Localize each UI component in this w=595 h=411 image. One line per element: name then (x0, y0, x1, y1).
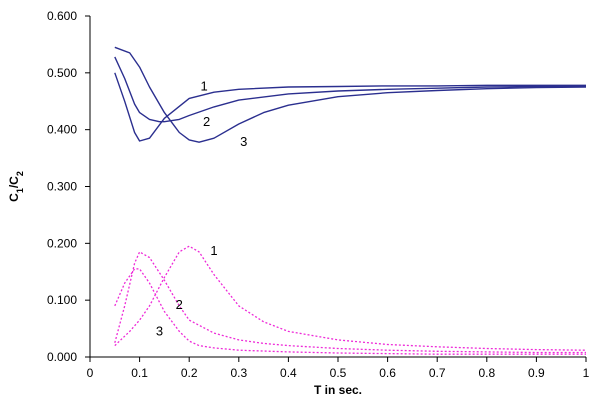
x-tick-label: 0.8 (478, 366, 495, 380)
y-axis-title: C1/C2 (7, 171, 25, 202)
y-axis-title-sub1: 1 (15, 188, 25, 193)
series-annotation-label: 2 (203, 114, 210, 129)
series-line-solid-1 (114, 72, 586, 142)
y-tick-label: 0.000 (47, 350, 77, 364)
series-line-solid-2 (114, 56, 587, 123)
y-ticks: 0.000 0.100 0.200 0.300 0.400 0.500 0.600 (47, 9, 90, 364)
x-tick-label: 0.1 (131, 366, 148, 380)
y-tick-label: 0.300 (47, 180, 77, 194)
series-line-dotted-2 (114, 251, 586, 354)
x-tick-label: 1 (583, 366, 590, 380)
series-annotation-label: 3 (240, 134, 247, 149)
series-line-solid-3 (114, 46, 587, 143)
series-annotation-label: 1 (200, 78, 207, 93)
x-tick-label: 0.7 (429, 366, 446, 380)
x-ticks: 0 0.1 0.2 0.3 0.4 0.5 0.6 0.7 0.8 0.9 1 (87, 357, 590, 380)
x-tick-label: 0.9 (528, 366, 545, 380)
x-tick-label: 0.2 (181, 366, 198, 380)
x-axis-title: T in sec. (314, 383, 362, 397)
y-axis-title-main: C (7, 193, 21, 202)
x-tick-label: 0 (87, 366, 94, 380)
x-tick-label: 0.6 (379, 366, 396, 380)
series-layer (114, 46, 587, 355)
y-axis-title-sub2: 2 (15, 171, 25, 176)
series-annotation-label: 3 (156, 323, 163, 338)
series-annotation-label: 1 (210, 243, 217, 258)
x-tick-label: 0.4 (280, 366, 297, 380)
series-line-dotted-3 (114, 268, 586, 355)
series-line-dotted-1 (114, 245, 587, 351)
y-tick-label: 0.600 (47, 9, 77, 23)
x-tick-label: 0.3 (230, 366, 247, 380)
y-tick-label: 0.100 (47, 293, 77, 307)
x-tick-label: 0.5 (330, 366, 347, 380)
y-tick-label: 0.500 (47, 66, 77, 80)
series-annotation-label: 2 (176, 297, 183, 312)
y-tick-label: 0.200 (47, 236, 77, 250)
y-axis-title-slash: /C (7, 176, 21, 188)
y-tick-label: 0.400 (47, 123, 77, 137)
axes-layer (89, 16, 586, 358)
